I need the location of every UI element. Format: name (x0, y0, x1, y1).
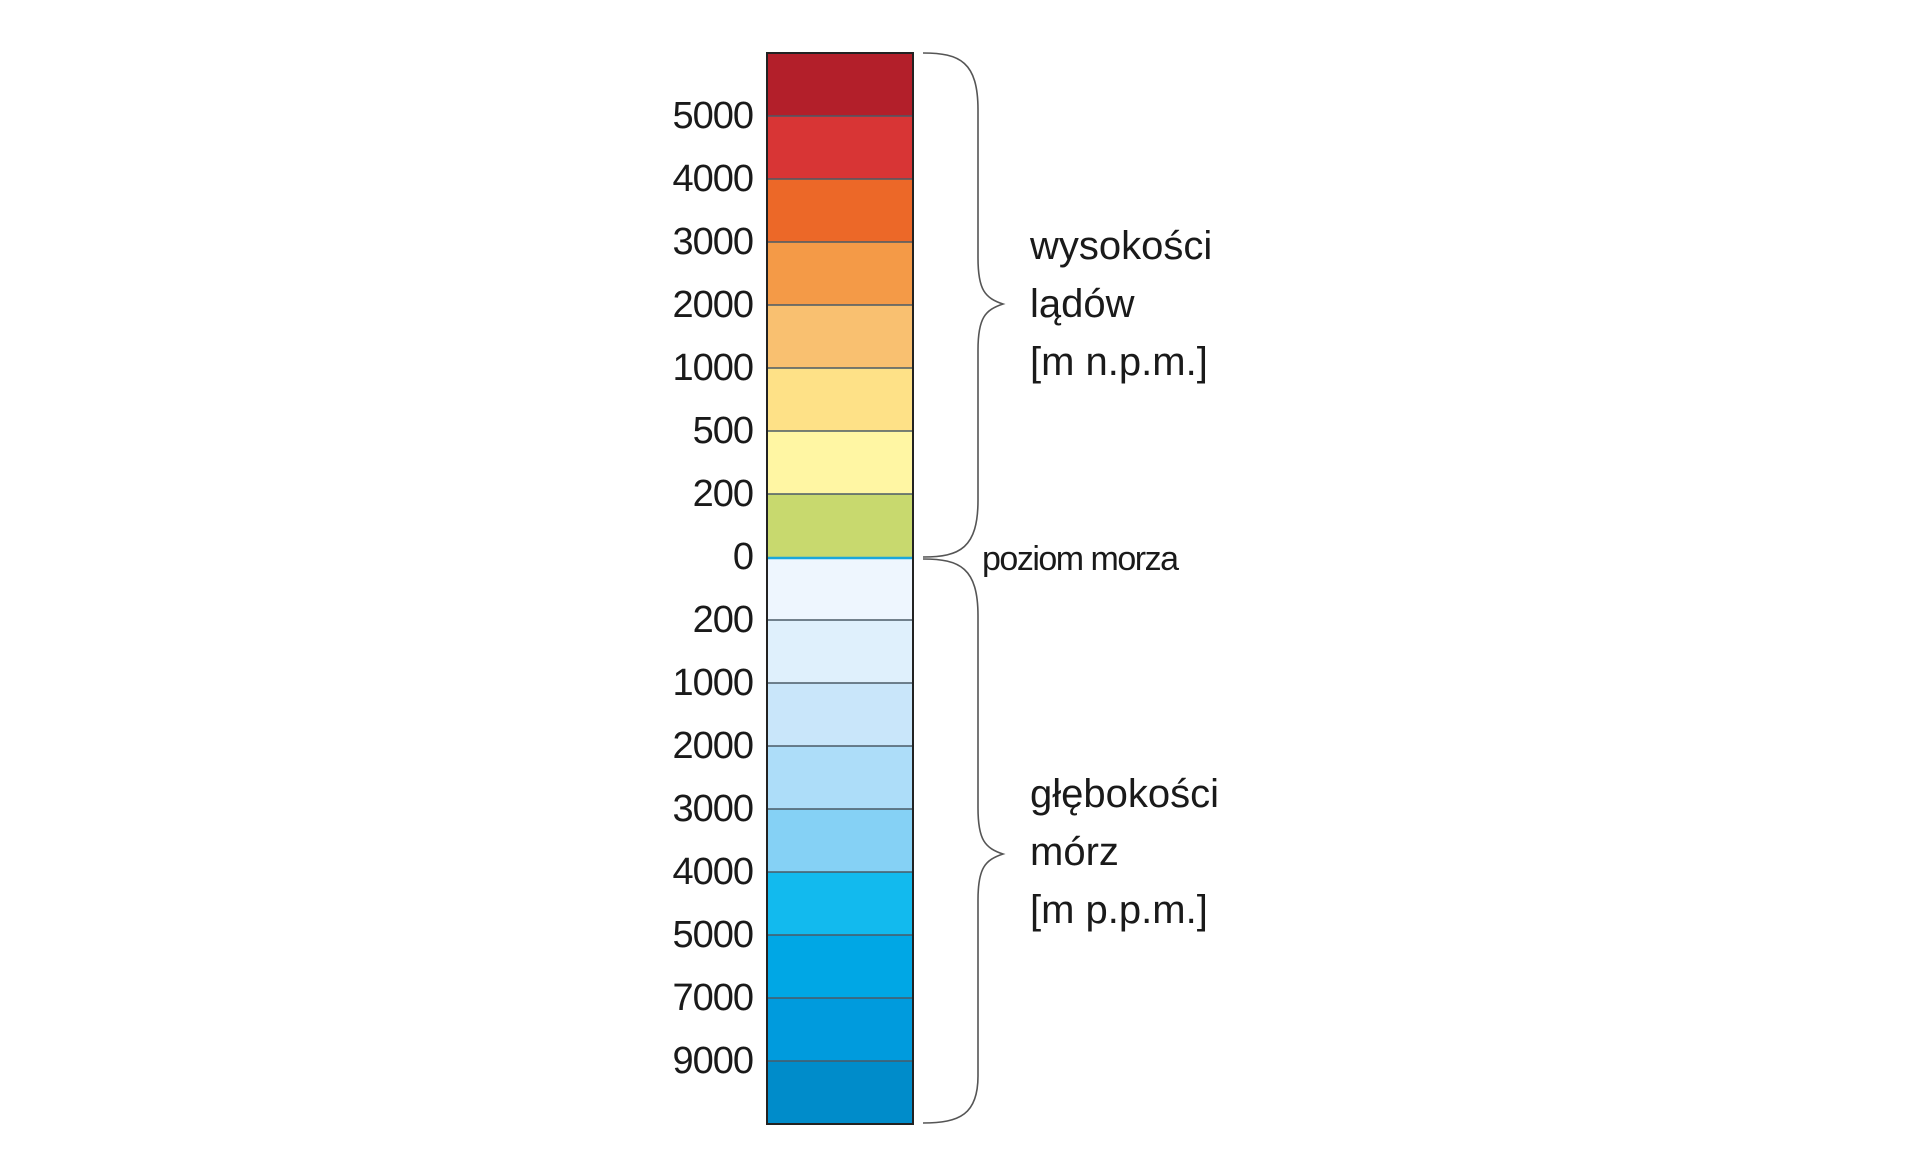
scale-frame (766, 52, 914, 1125)
color-band (767, 998, 913, 1061)
sea-label-line-2: mórz (1030, 830, 1119, 874)
boundary-label: 7000 (672, 977, 754, 1019)
boundary-label: 0 (732, 536, 754, 578)
color-band (767, 179, 913, 242)
color-band (767, 809, 913, 872)
boundary-label: 2000 (672, 725, 754, 767)
color-band (767, 116, 913, 179)
boundary-label: 1000 (672, 347, 754, 389)
boundary-label: 3000 (672, 221, 754, 263)
color-band (767, 494, 913, 557)
sea-depths-label: głębokości mórz [m p.p.m.] (1030, 765, 1219, 939)
color-band (767, 1061, 913, 1124)
boundary-label: 500 (692, 410, 754, 452)
boundary-label: 1000 (672, 662, 754, 704)
color-band (767, 746, 913, 809)
color-band (767, 368, 913, 431)
sea-level-label: poziom morza (982, 540, 1179, 578)
boundary-label: 5000 (672, 914, 754, 956)
color-band (767, 305, 913, 368)
color-band (767, 620, 913, 683)
boundary-label: 200 (692, 599, 754, 641)
boundary-label: 4000 (672, 158, 754, 200)
sea-brace (922, 558, 1006, 1124)
sea-label-line-1: głębokości (1030, 772, 1220, 816)
land-label-line-1: wysokości (1030, 224, 1213, 268)
color-band (767, 935, 913, 998)
boundary-label: 4000 (672, 851, 754, 893)
land-brace (922, 52, 1006, 558)
boundary-label: 2000 (672, 284, 754, 326)
color-bands (767, 53, 913, 1124)
color-band (767, 242, 913, 305)
color-band (767, 683, 913, 746)
boundary-label: 200 (692, 473, 754, 515)
land-label-line-2: lądów (1030, 282, 1135, 326)
land-label-line-3: [m n.p.m.] (1030, 340, 1208, 384)
boundary-label: 9000 (672, 1040, 754, 1082)
color-band (767, 557, 913, 620)
boundary-label: 3000 (672, 788, 754, 830)
boundary-label: 5000 (672, 95, 754, 137)
color-band (767, 53, 913, 116)
color-band (767, 431, 913, 494)
land-heights-label: wysokości lądów [m n.p.m.] (1030, 217, 1212, 391)
sea-label-line-3: [m p.p.m.] (1030, 888, 1208, 932)
color-band (767, 872, 913, 935)
